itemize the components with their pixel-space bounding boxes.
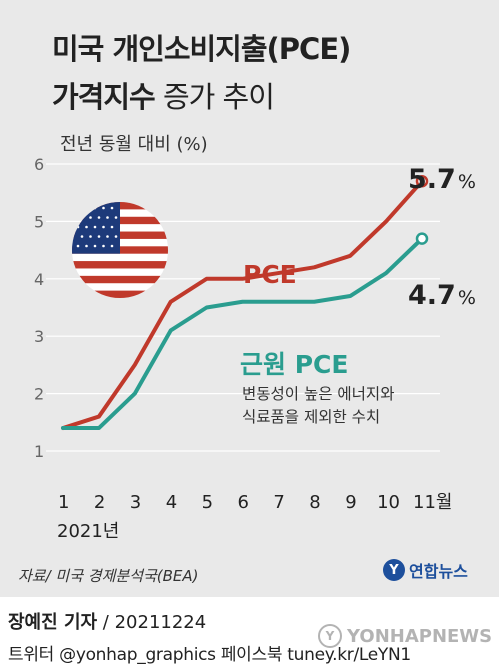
source-note: 자료/ 미국 경제분석국(BEA) xyxy=(18,567,199,585)
series-lines xyxy=(61,174,429,431)
flag-star xyxy=(76,244,80,248)
series-endpoint xyxy=(415,174,429,188)
series-line-pce xyxy=(61,179,424,431)
x-tick-label: 8 xyxy=(309,492,320,513)
flag-body xyxy=(72,202,168,298)
flag-stripe xyxy=(72,261,168,269)
byline-date: / 20211224 xyxy=(97,612,207,633)
flag-star xyxy=(89,216,92,219)
flag-star xyxy=(89,235,92,238)
flag-stripe xyxy=(72,253,168,262)
flag-stripe xyxy=(72,283,168,291)
unit-label: 전년 동월 대비 (%) xyxy=(60,134,208,155)
flag-star xyxy=(97,235,101,238)
x-tick-label: 3 xyxy=(130,492,141,513)
flag-star xyxy=(93,206,97,210)
x-axis-ticks: 1 2 3 4 5 6 7 8 9 10 11월 xyxy=(58,492,452,513)
x-axis-year-label: 2021년 xyxy=(57,521,119,542)
reporter-name: 장예진 기자 xyxy=(8,612,98,633)
flag-star xyxy=(106,216,109,219)
line-chart: 1 2 3 4 5 6 1 2 3 4 5 6 7 8 9 10 11월 PCE 근원 PCE 5.7 % 4.7%… xyxy=(34,155,476,542)
title-bold-part: 가격지수 xyxy=(52,80,156,114)
flag-star xyxy=(76,225,80,229)
chart-title-line2: 가격지수 증가 추이 xyxy=(52,74,275,116)
flag-star xyxy=(106,235,109,238)
flag-star xyxy=(110,225,114,229)
y-tick-label: 4 xyxy=(34,270,44,289)
chart-panel xyxy=(0,0,499,597)
yonhap-logo-icon: Y xyxy=(383,559,405,581)
flag-star xyxy=(102,206,105,210)
x-tick-label: 10 xyxy=(377,492,400,513)
core-pce-annotation: 변동성이 높은 에너지와 식료품을 제외한 수치 xyxy=(242,383,394,429)
flag-star xyxy=(114,216,118,219)
yonhapnews-watermark: Y YONHAPNEWS xyxy=(318,624,492,648)
x-tick-label: 11월 xyxy=(413,492,452,513)
flag-star xyxy=(85,206,88,210)
flag-star xyxy=(85,244,88,248)
flag-star xyxy=(80,216,84,219)
flag-star xyxy=(102,244,105,248)
flag-stripe xyxy=(72,268,168,277)
series-labels: PCE 근원 PCE xyxy=(240,260,348,379)
x-tick-label: 2 xyxy=(94,492,105,513)
flag-stripe xyxy=(72,290,168,298)
series-line-core-pce xyxy=(61,236,424,431)
series-endpoint xyxy=(415,232,429,245)
x-tick-label: 1 xyxy=(58,492,69,513)
flag-star xyxy=(93,225,97,229)
watermark-icon: Y xyxy=(318,624,342,648)
watermark-text: YONHAPNEWS xyxy=(347,625,493,647)
flag-star xyxy=(110,244,114,248)
title-light-part: 증가 추이 xyxy=(154,80,275,114)
y-tick-label: 5 xyxy=(34,212,44,231)
social-links: 트위터 @yonhap_graphics 페이스북 tuney.kr/LeYN1 xyxy=(8,645,411,665)
end-value-label: 4.7% xyxy=(408,280,476,311)
x-tick-label: 9 xyxy=(345,492,356,513)
byline: 장예진 기자 / 20211224 xyxy=(8,608,206,634)
flag-star xyxy=(110,206,114,210)
yonhap-logo-text: 연합뉴스 xyxy=(409,562,468,581)
yonhap-logo: Y 연합뉴스 xyxy=(383,558,468,582)
series-label: 근원 PCE xyxy=(240,350,348,379)
x-tick-label: 4 xyxy=(166,492,177,513)
x-tick-label: 7 xyxy=(273,492,284,513)
end-value-unit: % xyxy=(458,287,476,309)
y-tick-label: 3 xyxy=(34,327,44,346)
end-value-labels: 5.7 % 4.7% xyxy=(408,164,476,311)
y-tick-label: 2 xyxy=(34,385,44,404)
flag-star xyxy=(102,225,105,229)
y-tick-label: 1 xyxy=(34,442,44,461)
y-tick-label: 6 xyxy=(34,155,44,174)
chart-title-line1: 미국 개인소비지출(PCE) xyxy=(52,32,351,66)
flag-star xyxy=(114,235,118,238)
series-label: PCE xyxy=(243,260,297,289)
flag-star xyxy=(97,216,101,219)
x-tick-label: 6 xyxy=(238,492,249,513)
y-axis-ticks: 1 2 3 4 5 6 xyxy=(34,155,44,461)
x-tick-label: 5 xyxy=(202,492,213,513)
flag-stripe xyxy=(72,275,168,284)
flag-star xyxy=(80,235,84,238)
us-flag-icon xyxy=(72,202,168,298)
annotation-line: 식료품을 제외한 수치 xyxy=(242,408,381,426)
end-value-label: 5.7% xyxy=(408,164,476,195)
flag-star xyxy=(85,225,88,229)
end-value-unit: % xyxy=(458,171,476,193)
flag-star xyxy=(76,206,80,210)
flag-star xyxy=(93,244,97,248)
annotation-line: 변동성이 높은 에너지와 xyxy=(242,385,395,403)
